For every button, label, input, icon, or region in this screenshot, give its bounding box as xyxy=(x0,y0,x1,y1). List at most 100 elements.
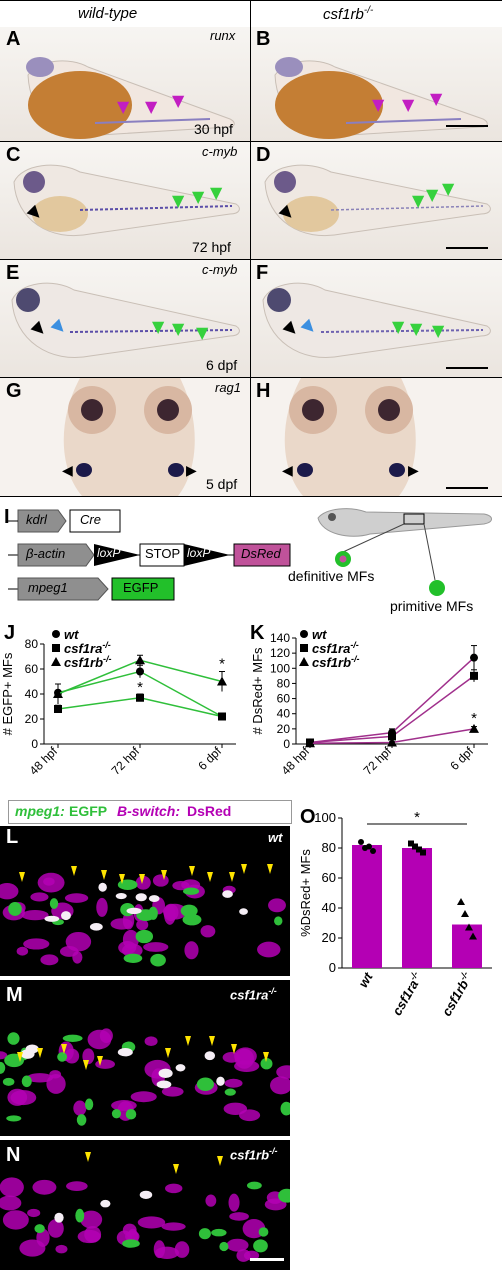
chart-o: 0 20 40 60 80 100 %DsRed+ MFs wt csf1ra-/- csf1rb… xyxy=(298,809,492,1019)
dsred-cell xyxy=(205,1194,217,1207)
panel-label-g: G xyxy=(6,380,22,402)
data-point xyxy=(305,738,315,748)
panel-label-k: K xyxy=(250,622,265,644)
yellow-arrowhead xyxy=(19,872,25,882)
yellow-arrowhead xyxy=(97,1056,103,1066)
double-positive-cell xyxy=(98,882,107,892)
label-dsred: DsRed xyxy=(241,546,281,561)
dsred-cell xyxy=(136,919,149,931)
head-5dpf-wt xyxy=(63,378,195,496)
dsred-cell xyxy=(46,1074,66,1094)
significance-star: * xyxy=(471,710,477,727)
data-point xyxy=(470,671,478,680)
genotype-n-sup: -/- xyxy=(269,1146,278,1156)
double-positive-cell xyxy=(216,1076,225,1086)
dsred-cell xyxy=(84,1225,102,1243)
egfp-cell xyxy=(274,916,283,926)
legend-egfp: EGFP xyxy=(69,803,108,819)
yellow-arrowhead xyxy=(229,872,235,882)
stage-label-a: 30 hpf xyxy=(194,121,233,137)
data-point xyxy=(54,705,62,713)
header-mutant-sup: -/- xyxy=(363,5,374,16)
arrowhead-green-e1: ▼ xyxy=(152,317,165,336)
dsred-cell xyxy=(122,929,139,950)
grid-hline-3 xyxy=(0,377,502,378)
grid-hline-1 xyxy=(0,141,502,142)
arrowhead-magenta-b3: ▼ xyxy=(430,89,443,108)
egfp-cell xyxy=(6,1115,22,1122)
yellow-arrowhead xyxy=(263,1052,269,1062)
egfp-cell xyxy=(196,1077,214,1092)
y-axis-label: # EGFP+ MFs xyxy=(0,652,15,735)
double-positive-cell xyxy=(135,893,147,902)
dsred-cell xyxy=(23,938,50,950)
legend-sup: -/- xyxy=(350,640,359,650)
panel-label-c: C xyxy=(6,144,21,166)
egfp-cell xyxy=(211,1228,227,1237)
data-point xyxy=(218,712,226,721)
grid-vline xyxy=(250,27,251,496)
genotype-label-m: csf1ra-/- xyxy=(230,986,277,1002)
x-tick-label: 6 dpf xyxy=(447,744,476,773)
legend-marker xyxy=(52,644,60,652)
significance-star: * xyxy=(219,656,225,673)
legend-label: wt xyxy=(64,627,79,642)
legend-label: csf1rb-/- xyxy=(64,654,112,670)
egfp-cell xyxy=(34,1224,45,1234)
y-tick-label: 120 xyxy=(270,646,290,660)
dsred-cell xyxy=(64,1048,80,1064)
dsred-cell xyxy=(135,875,151,890)
label-loxp-1: loxP xyxy=(97,546,121,560)
dsred-cell xyxy=(110,918,133,930)
dsred-cell xyxy=(234,1048,255,1069)
dsred-cell xyxy=(229,1212,249,1221)
egfp-cell xyxy=(198,1228,211,1240)
yellow-arrowhead xyxy=(185,1036,191,1046)
dsred-cell xyxy=(161,1086,184,1097)
dsred-cell xyxy=(16,946,29,956)
panel-label-b: B xyxy=(256,28,271,50)
dsred-cell xyxy=(65,931,92,952)
y-tick-label: 100 xyxy=(314,810,336,825)
y-tick-label: 40 xyxy=(277,707,291,721)
yellow-arrowhead xyxy=(37,1048,43,1058)
header-mutant: csf1rb-/- xyxy=(323,5,373,23)
egfp-cell xyxy=(150,953,166,967)
x-tick-label: 72 hpf xyxy=(109,744,143,778)
panel-h-image xyxy=(251,378,502,496)
double-positive-cell xyxy=(44,915,60,922)
yellow-arrowhead xyxy=(161,870,167,880)
bar-point xyxy=(416,846,422,853)
y-tick-label: 40 xyxy=(25,687,39,701)
egfp-cell xyxy=(224,1088,236,1096)
data-point xyxy=(53,689,63,698)
egfp-cell xyxy=(246,1181,262,1190)
dsred-cell xyxy=(21,910,49,921)
stage-label-g: 5 dpf xyxy=(206,476,238,492)
dsred-cell xyxy=(236,1249,251,1262)
dsred-cell xyxy=(55,1244,68,1254)
grid-hline-2 xyxy=(0,259,502,260)
yellow-arrowhead xyxy=(267,864,273,874)
dsred-cell xyxy=(2,1210,29,1230)
yellow-arrowhead xyxy=(17,1052,23,1062)
arrowhead-black-h1: ◀ xyxy=(282,463,293,479)
dsred-cell xyxy=(224,1078,243,1088)
genotype-n-name: csf1rb xyxy=(230,1147,270,1163)
y-axis-label: # DsRed+ MFs xyxy=(250,647,265,735)
double-positive-cell xyxy=(158,1068,173,1079)
dsred-cell xyxy=(270,1076,290,1095)
y-tick-label: 60 xyxy=(277,692,291,706)
egfp-cell xyxy=(21,1075,32,1088)
genotype-m-name: csf1ra xyxy=(230,987,269,1003)
yellow-arrowhead xyxy=(101,870,107,880)
legend-label: wt xyxy=(312,627,327,642)
dsred-cell xyxy=(164,904,176,925)
bar xyxy=(352,845,382,968)
egfp-cell xyxy=(123,953,143,963)
significance-star: * xyxy=(414,809,420,826)
data-point xyxy=(135,655,145,665)
dsred-cell xyxy=(144,1036,158,1047)
genotype-label-n: csf1rb-/- xyxy=(230,1146,278,1162)
ish-grid: A B runx 30 hpf ▼ ▼ ▼ ▼ ▼ ▼ C D c-myb 72… xyxy=(0,27,502,497)
